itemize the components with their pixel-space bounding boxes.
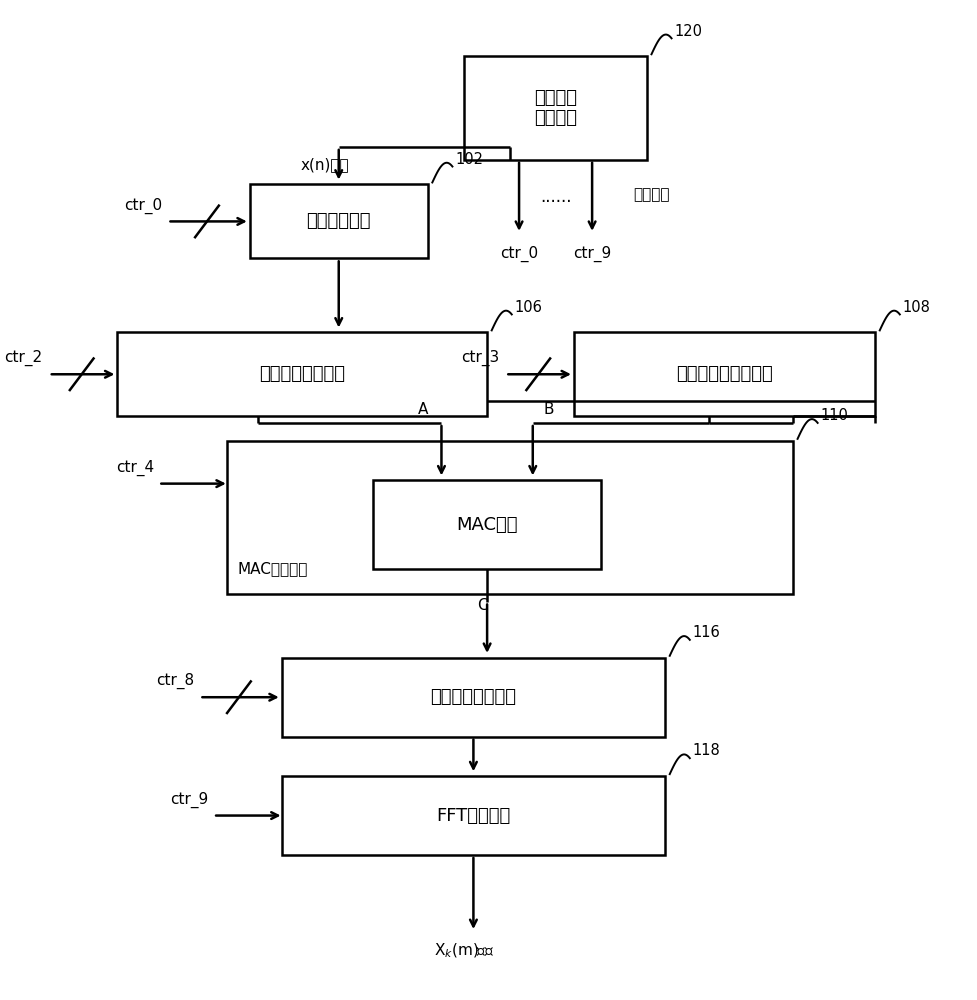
Text: A: A: [417, 402, 427, 417]
Text: ctr_9: ctr_9: [573, 246, 611, 262]
Text: FFT处理模块: FFT处理模块: [436, 807, 510, 825]
Text: ctr_8: ctr_8: [155, 673, 193, 689]
Text: 分析电路
控制模块: 分析电路 控制模块: [533, 89, 576, 127]
Text: 控制信号: 控制信号: [632, 187, 669, 202]
Bar: [464, 56, 646, 160]
Text: 110: 110: [820, 408, 847, 423]
Text: ......: ......: [539, 188, 571, 206]
Text: 样本序列存储模块: 样本序列存储模块: [259, 365, 345, 383]
Text: 输入缓冲模块: 输入缓冲模块: [306, 212, 370, 230]
Text: 102: 102: [454, 152, 483, 167]
Text: ctr_3: ctr_3: [460, 350, 498, 366]
Text: MAC运算模块: MAC运算模块: [237, 561, 308, 576]
Bar: [573, 332, 874, 416]
Text: ctr_0: ctr_0: [124, 197, 162, 214]
Text: B: B: [543, 402, 554, 417]
Bar: [281, 776, 664, 855]
Text: ctr_0: ctr_0: [499, 246, 537, 262]
Text: C: C: [477, 598, 488, 613]
Text: 116: 116: [692, 625, 720, 640]
Text: 分析窗系数获取模块: 分析窗系数获取模块: [675, 365, 772, 383]
Text: ctr_9: ctr_9: [170, 791, 208, 808]
Text: MAC单元: MAC单元: [456, 516, 518, 534]
Text: ctr_4: ctr_4: [115, 460, 153, 476]
Text: 120: 120: [673, 23, 701, 38]
Text: x(n)输入: x(n)输入: [300, 158, 349, 173]
Bar: [117, 332, 487, 416]
Text: 108: 108: [902, 300, 929, 315]
Text: 运算结果存储模块: 运算结果存储模块: [430, 688, 516, 706]
Bar: [281, 658, 664, 737]
Bar: [227, 441, 792, 594]
Text: X$_k$(m)输出: X$_k$(m)输出: [434, 942, 493, 960]
Text: 118: 118: [692, 743, 720, 758]
Text: 106: 106: [514, 300, 542, 315]
Text: ctr_2: ctr_2: [4, 350, 42, 366]
Bar: [249, 184, 427, 258]
Bar: [372, 480, 601, 569]
